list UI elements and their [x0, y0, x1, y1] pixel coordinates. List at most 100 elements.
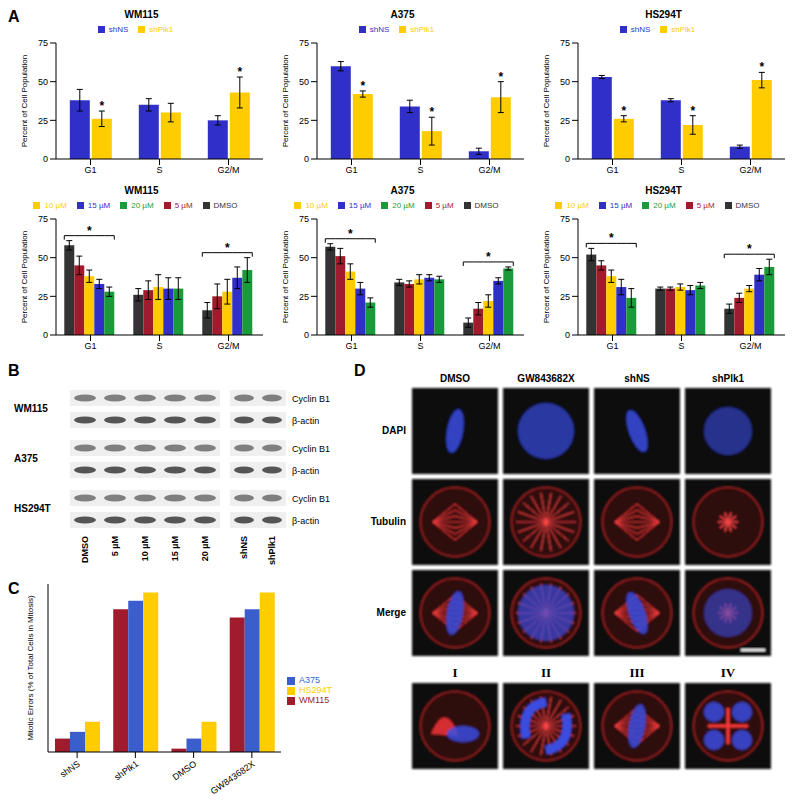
- svg-text:G2/M: G2/M: [478, 341, 500, 351]
- svg-text:75: 75: [299, 214, 309, 224]
- svg-text:25: 25: [299, 292, 309, 302]
- svg-text:25: 25: [560, 116, 570, 126]
- svg-text:*: *: [429, 105, 434, 119]
- svg-text:G1: G1: [345, 341, 357, 351]
- svg-text:Percent of Cell Population: Percent of Cell Population: [542, 231, 551, 324]
- svg-text:50: 50: [38, 253, 48, 263]
- svg-text:β-actin: β-actin: [292, 416, 319, 426]
- svg-text:*: *: [348, 227, 353, 241]
- svg-text:0: 0: [565, 154, 570, 164]
- svg-text:50: 50: [560, 77, 570, 87]
- svg-text:III: III: [629, 665, 644, 680]
- svg-text:*: *: [237, 65, 242, 79]
- svg-text:50: 50: [38, 77, 48, 87]
- svg-text:IV: IV: [721, 665, 736, 680]
- svg-text:*: *: [498, 70, 503, 84]
- svg-text:Percent of Cell Population: Percent of Cell Population: [542, 55, 551, 148]
- svg-text:shNS: shNS: [239, 536, 249, 559]
- svg-text:shPlk1: shPlk1: [712, 373, 745, 384]
- svg-text:GW843682X: GW843682X: [209, 759, 257, 797]
- svg-text:WM115: WM115: [14, 403, 48, 414]
- svg-text:0: 0: [43, 154, 48, 164]
- svg-text:S: S: [678, 165, 684, 175]
- svg-text:G1: G1: [345, 165, 357, 175]
- svg-text:Mitotic Errors (% of Total Cel: Mitotic Errors (% of Total Cells in Mito…: [26, 595, 35, 741]
- html-text:WM115: WM115: [124, 9, 159, 20]
- svg-text:G2/M: G2/M: [478, 165, 500, 175]
- svg-text:50: 50: [299, 253, 309, 263]
- html-text:A375: A375: [390, 9, 415, 20]
- svg-text:0: 0: [304, 330, 309, 340]
- svg-text:25: 25: [560, 292, 570, 302]
- svg-text:β-actin: β-actin: [292, 466, 319, 476]
- svg-text:*: *: [747, 242, 752, 256]
- svg-text:DMSO: DMSO: [80, 536, 90, 563]
- svg-text:DAPI: DAPI: [382, 425, 406, 436]
- svg-text:G2/M: G2/M: [739, 165, 761, 175]
- svg-text:shNS: shNS: [58, 759, 82, 780]
- svg-text:Merge: Merge: [377, 607, 407, 618]
- svg-text:shPlk1: shPlk1: [112, 759, 140, 783]
- svg-text:S: S: [417, 341, 423, 351]
- svg-text:15 µM: 15 µM: [170, 536, 180, 561]
- svg-text:Tubulin: Tubulin: [371, 516, 406, 527]
- html-text:B: B: [8, 362, 20, 379]
- svg-text:shPlk1: shPlk1: [267, 536, 277, 565]
- svg-text:0: 0: [304, 154, 309, 164]
- svg-text:75: 75: [38, 38, 48, 48]
- svg-text:S: S: [417, 165, 423, 175]
- svg-text:G1: G1: [606, 165, 618, 175]
- svg-text:shNS: shNS: [624, 373, 650, 384]
- svg-text:10 µM: 10 µM: [140, 536, 150, 561]
- svg-text:Percent of Cell Population: Percent of Cell Population: [20, 55, 29, 148]
- svg-text:I: I: [452, 665, 457, 680]
- html-text:C: C: [8, 580, 20, 597]
- svg-text:Cyclin B1: Cyclin B1: [292, 394, 330, 404]
- svg-text:25: 25: [38, 292, 48, 302]
- svg-text:G2/M: G2/M: [217, 341, 239, 351]
- svg-text:A375: A375: [14, 453, 38, 464]
- svg-text:0: 0: [43, 330, 48, 340]
- svg-text:S: S: [156, 165, 162, 175]
- svg-text:75: 75: [560, 214, 570, 224]
- svg-text:*: *: [690, 104, 695, 118]
- svg-text:G2/M: G2/M: [217, 165, 239, 175]
- svg-text:Percent of Cell Population: Percent of Cell Population: [20, 231, 29, 324]
- svg-text:II: II: [541, 665, 551, 680]
- svg-text:GW843682X: GW843682X: [517, 373, 575, 384]
- svg-text:50: 50: [560, 253, 570, 263]
- html-text:A: A: [8, 8, 20, 25]
- svg-text:G1: G1: [84, 341, 96, 351]
- svg-text:Percent of Cell Population: Percent of Cell Population: [281, 231, 290, 324]
- svg-text:S: S: [156, 341, 162, 351]
- svg-text:*: *: [609, 231, 614, 245]
- html-text:D: D: [354, 362, 366, 379]
- svg-text:75: 75: [299, 38, 309, 48]
- svg-text:*: *: [486, 250, 491, 264]
- svg-text:Cyclin B1: Cyclin B1: [292, 494, 330, 504]
- svg-text:25: 25: [299, 116, 309, 126]
- svg-text:*: *: [87, 224, 92, 238]
- svg-text:5 µM: 5 µM: [110, 536, 120, 556]
- svg-text:*: *: [759, 60, 764, 74]
- svg-text:75: 75: [560, 38, 570, 48]
- svg-text:0: 0: [565, 330, 570, 340]
- svg-text:HS294T: HS294T: [14, 503, 51, 514]
- svg-text:Cyclin B1: Cyclin B1: [292, 444, 330, 454]
- svg-text:75: 75: [38, 214, 48, 224]
- svg-text:G1: G1: [84, 165, 96, 175]
- svg-text:S: S: [678, 341, 684, 351]
- svg-text:DMSO: DMSO: [440, 373, 470, 384]
- svg-text:β-actin: β-actin: [292, 516, 319, 526]
- svg-text:G2/M: G2/M: [739, 341, 761, 351]
- svg-text:50: 50: [299, 77, 309, 87]
- svg-text:25: 25: [38, 116, 48, 126]
- svg-text:20 µM: 20 µM: [200, 536, 210, 561]
- svg-text:Percent of Cell Population: Percent of Cell Population: [281, 55, 290, 148]
- svg-text:G1: G1: [606, 341, 618, 351]
- svg-text:*: *: [225, 241, 230, 255]
- svg-text:*: *: [360, 79, 365, 93]
- svg-text:*: *: [99, 99, 104, 113]
- svg-text:*: *: [621, 104, 626, 118]
- svg-text:DMSO: DMSO: [171, 759, 199, 783]
